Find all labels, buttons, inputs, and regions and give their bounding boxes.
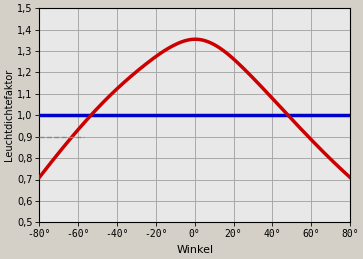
Y-axis label: Leuchtdichtefaktor: Leuchtdichtefaktor xyxy=(4,69,14,161)
X-axis label: Winkel: Winkel xyxy=(176,245,213,255)
